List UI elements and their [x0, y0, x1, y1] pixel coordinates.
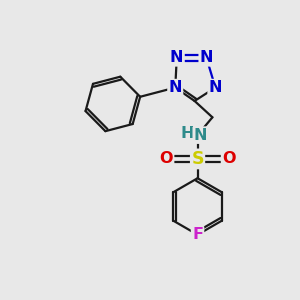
Text: O: O: [160, 152, 173, 166]
Text: N: N: [208, 80, 222, 95]
Text: N: N: [169, 80, 182, 95]
Text: N: N: [170, 50, 184, 65]
Text: H: H: [180, 126, 194, 141]
Text: N: N: [200, 50, 213, 65]
Text: O: O: [222, 152, 236, 166]
Text: S: S: [191, 150, 204, 168]
Text: N: N: [194, 128, 207, 142]
Text: F: F: [192, 227, 203, 242]
